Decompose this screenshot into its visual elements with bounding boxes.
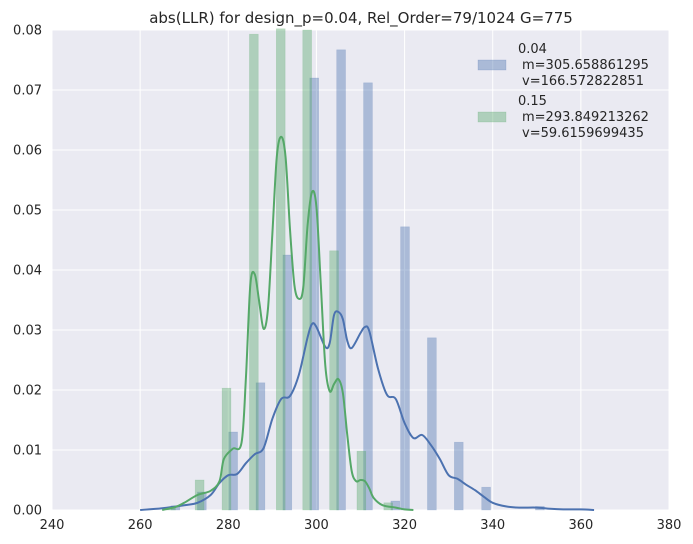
legend-label-line: v=59.6159699435	[522, 126, 644, 141]
hist-bar-series-1	[302, 29, 312, 511]
x-axis-ticks: 240 260 280 300 320 340 360 380	[40, 518, 682, 533]
hist-bar-series-0	[454, 441, 464, 511]
x-tick-label: 300	[304, 518, 329, 533]
legend-label-line: v=166.572822851	[522, 74, 644, 89]
x-tick-label: 360	[568, 518, 593, 533]
y-tick-label: 0.08	[13, 24, 42, 39]
hist-bar-series-0	[228, 431, 238, 511]
x-tick-label: 260	[128, 518, 153, 533]
x-tick-label: 240	[40, 518, 65, 533]
legend-label-line: 0.15	[518, 94, 547, 109]
y-tick-label: 0.04	[13, 264, 42, 279]
kde-line-series-1	[161, 135, 414, 511]
x-tick-label: 320	[392, 518, 417, 533]
chart-title: abs(LLR) for design_p=0.04, Rel_Order=79…	[149, 9, 573, 28]
legend-swatch-series-1	[477, 111, 507, 123]
hist-bar-series-1	[221, 387, 232, 511]
gridlines	[51, 29, 670, 511]
y-tick-label: 0.01	[13, 444, 42, 459]
hist-bar-series-1	[276, 28, 286, 511]
kde-line-series-0	[140, 310, 595, 511]
y-axis-ticks: 0.00 0.01 0.02 0.03 0.04 0.05 0.06 0.07 0.08	[13, 24, 42, 519]
hist-bar-series-0	[363, 82, 373, 511]
x-tick-label: 340	[480, 518, 505, 533]
y-tick-label: 0.03	[13, 324, 42, 339]
legend-swatch-series-0	[477, 59, 507, 71]
y-tick-label: 0.05	[13, 204, 42, 219]
hist-bar-series-0	[336, 49, 346, 511]
hist-bar-series-0	[390, 500, 401, 511]
y-tick-label: 0.00	[13, 504, 42, 519]
x-tick-label: 280	[216, 518, 241, 533]
y-tick-label: 0.07	[13, 84, 42, 99]
legend-label-line: m=305.658861295	[522, 58, 649, 73]
y-tick-label: 0.06	[13, 144, 42, 159]
hist-bar-series-0	[400, 226, 410, 511]
legend-label-line: m=293.849213262	[522, 110, 649, 125]
legend-label-line: 0.04	[518, 42, 547, 57]
hist-bar-series-0	[282, 254, 293, 511]
kde-curves	[140, 135, 595, 511]
x-tick-label: 380	[657, 518, 682, 533]
hist-bar-series-0	[427, 337, 437, 511]
hist-bar-series-0	[309, 77, 319, 511]
y-tick-label: 0.02	[13, 384, 42, 399]
